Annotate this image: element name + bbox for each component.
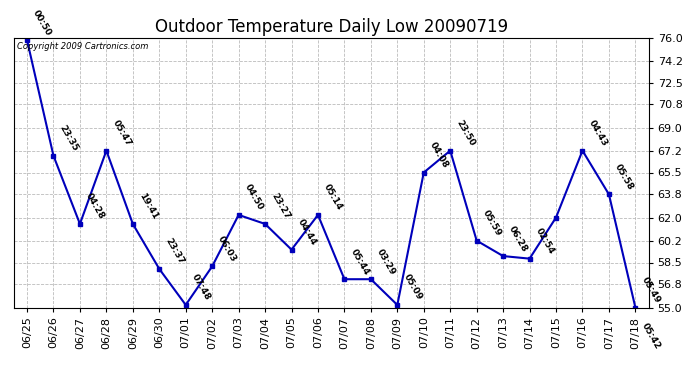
- Text: 04:08: 04:08: [428, 141, 450, 170]
- Text: 06:28: 06:28: [507, 224, 529, 253]
- Text: 04:50: 04:50: [243, 183, 265, 212]
- Text: 00:50: 00:50: [31, 8, 53, 37]
- Text: 05:58: 05:58: [613, 162, 635, 192]
- Text: 02:54: 02:54: [534, 226, 556, 256]
- Text: 23:37: 23:37: [164, 237, 186, 266]
- Text: 05:42: 05:42: [640, 321, 662, 351]
- Text: 05:49: 05:49: [640, 275, 662, 305]
- Text: 19:41: 19:41: [137, 192, 159, 221]
- Text: 04:44: 04:44: [296, 217, 318, 247]
- Text: 23:50: 23:50: [455, 118, 476, 148]
- Title: Outdoor Temperature Daily Low 20090719: Outdoor Temperature Daily Low 20090719: [155, 18, 508, 36]
- Text: 04:28: 04:28: [84, 192, 106, 221]
- Text: 05:59: 05:59: [481, 209, 503, 238]
- Text: 23:35: 23:35: [58, 124, 80, 153]
- Text: 05:47: 05:47: [110, 118, 132, 148]
- Text: 04:43: 04:43: [586, 118, 609, 148]
- Text: Copyright 2009 Cartronics.com: Copyright 2009 Cartronics.com: [17, 42, 148, 51]
- Text: 07:48: 07:48: [190, 273, 212, 302]
- Text: 05:14: 05:14: [322, 183, 344, 212]
- Text: 03:29: 03:29: [375, 247, 397, 276]
- Text: 23:27: 23:27: [269, 192, 291, 221]
- Text: 05:09: 05:09: [402, 273, 424, 302]
- Text: 06:03: 06:03: [217, 234, 238, 264]
- Text: 05:44: 05:44: [348, 247, 371, 276]
